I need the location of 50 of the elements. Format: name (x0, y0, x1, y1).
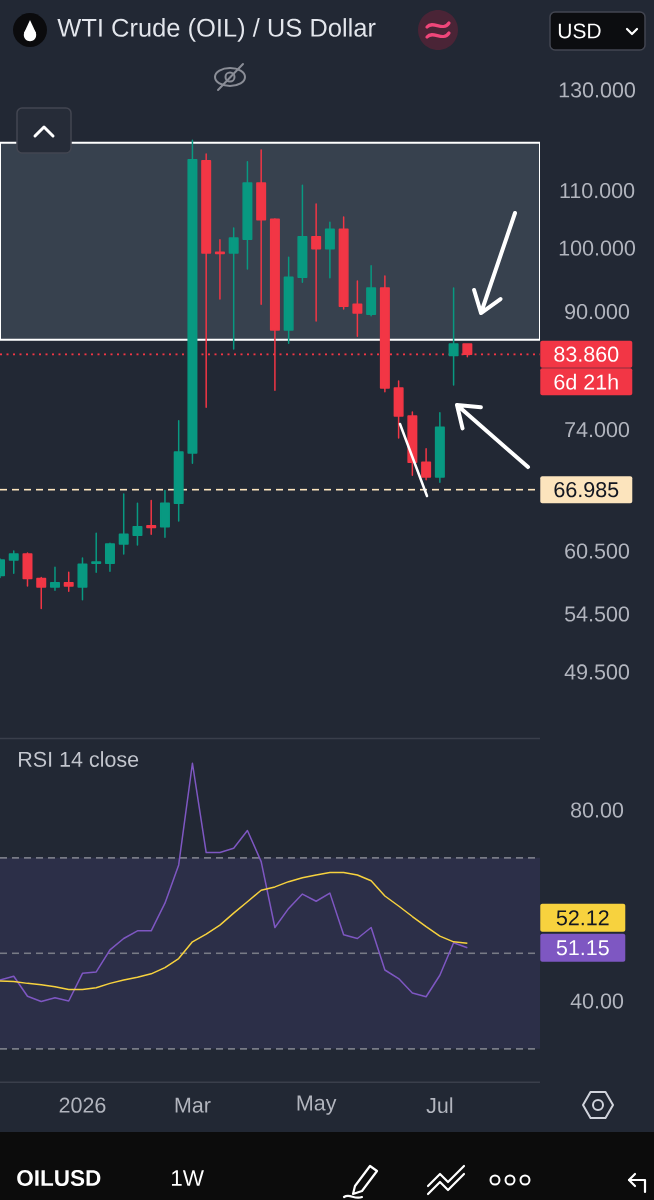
y-tick-label: 130.000 (559, 82, 636, 98)
candlestick (49, 566, 60, 591)
y-tick-label: 60.500 (565, 543, 630, 559)
y-tick-label: 80.00 (571, 802, 624, 818)
text: USD (558, 23, 601, 39)
candlestick (393, 380, 404, 439)
candlestick (297, 184, 308, 283)
candlestick (462, 343, 473, 358)
y-tick-label: 54.500 (564, 606, 630, 622)
ref-line-label: 66.985 (554, 482, 619, 498)
candlestick (283, 256, 294, 345)
candlestick (338, 216, 349, 310)
chart-title: WTI Crude (OIL) / US Dollar (57, 18, 376, 42)
text: OILUSD (17, 1170, 101, 1186)
candlestick (8, 550, 19, 575)
line-series (0, 871, 469, 991)
x-tick-label: 2026 (59, 1097, 106, 1113)
candlestick (36, 576, 47, 610)
candlestick (146, 499, 157, 536)
y-tick-label: 90.000 (565, 304, 630, 320)
candlestick (159, 489, 170, 539)
candlestick (214, 238, 225, 300)
candlestick (311, 203, 322, 322)
text: 52.12 (556, 910, 609, 926)
x-tick-label: Mar (175, 1097, 211, 1113)
text: 1W (171, 1170, 204, 1186)
x-tick-label: May (297, 1095, 337, 1115)
candlestick (434, 412, 445, 484)
candlestick (324, 221, 335, 279)
candlestick (63, 571, 74, 592)
candlestick (104, 542, 115, 573)
y-tick-label: 49.500 (564, 664, 630, 680)
candlestick (242, 161, 253, 270)
y-tick-label: 100.000 (559, 240, 636, 256)
ref-line-label: 83.860 (554, 346, 619, 362)
candlestick (187, 139, 198, 464)
chart-title: RSI 14 close (19, 751, 139, 767)
text: 6d 21h (554, 373, 618, 390)
candlestick (366, 265, 377, 317)
candlestick (421, 447, 432, 481)
y-tick-label: 40.00 (570, 993, 624, 1009)
candlestick (22, 552, 33, 587)
y-tick-label: 74.000 (565, 422, 630, 438)
candlestick (173, 420, 184, 522)
x-tick-label: Jul (426, 1097, 453, 1114)
text: 51.15 (556, 940, 609, 956)
candlestick (256, 149, 267, 306)
y-tick-label: 110.000 (560, 183, 635, 199)
candlestick (77, 557, 88, 601)
candlestick (91, 532, 102, 574)
